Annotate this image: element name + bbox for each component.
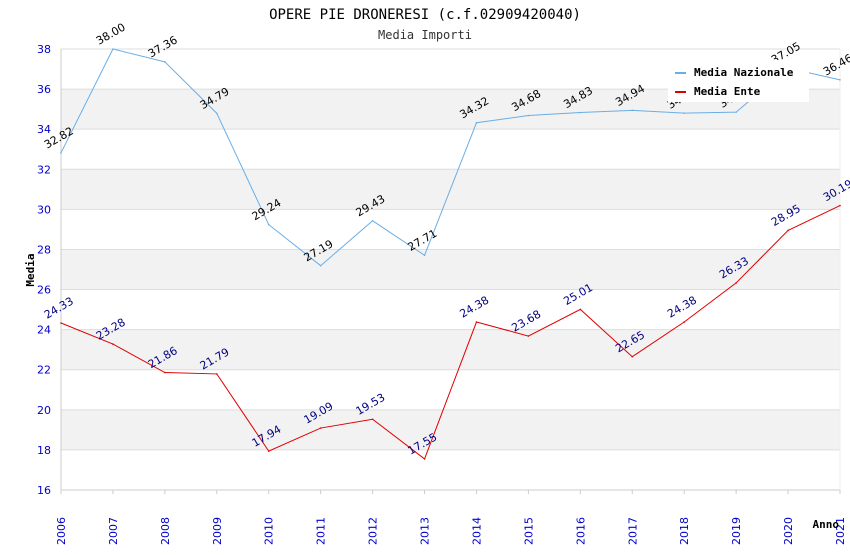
data-point [839, 204, 841, 207]
x-tick-label: 2007 [107, 517, 120, 545]
data-point [475, 321, 478, 323]
x-tick-label: 2018 [678, 517, 691, 545]
x-tick-label: 2016 [574, 517, 587, 545]
data-point [267, 450, 270, 452]
data-point [735, 111, 737, 113]
data-label: 24.38 [457, 294, 491, 321]
grid-bands [61, 89, 840, 450]
data-point [423, 458, 426, 460]
y-tick-label: 36 [37, 83, 51, 96]
data-point [839, 79, 841, 81]
y-tick-label: 16 [37, 484, 51, 497]
y-tick-label: 26 [37, 284, 51, 297]
x-tick-label: 2014 [470, 517, 483, 545]
y-tick-label: 22 [37, 364, 51, 377]
y-tick-label: 28 [37, 243, 51, 256]
data-label: 24.38 [665, 294, 699, 321]
grid-band [61, 249, 840, 290]
data-point [683, 112, 685, 114]
legend-label: Media Ente [694, 85, 761, 98]
y-tick-label: 32 [37, 163, 51, 176]
data-point [579, 111, 582, 114]
x-tick-label: 2012 [367, 517, 380, 545]
x-axis-label: Anno [813, 518, 840, 531]
y-axis-label: Media [24, 253, 37, 286]
data-point [683, 321, 685, 323]
data-point [60, 322, 62, 324]
data-point [631, 355, 634, 358]
x-tick-label: 2020 [782, 517, 795, 545]
legend-box [668, 60, 809, 102]
y-tick-labels: 16 18 20 22 24 26 28 30 32 34 36 38 [37, 43, 51, 497]
x-tick-label: 2009 [211, 517, 224, 545]
data-point [475, 121, 478, 124]
data-point [112, 48, 114, 50]
x-tick-label: 2008 [159, 517, 172, 545]
x-tick-label: 2013 [419, 517, 432, 545]
data-point [735, 282, 737, 284]
y-tick-label: 18 [37, 444, 51, 457]
data-point [371, 418, 374, 421]
data-point [371, 219, 374, 222]
data-point [579, 308, 582, 311]
data-label: 38.00 [94, 21, 128, 48]
data-point [527, 335, 530, 337]
data-point [216, 112, 218, 115]
x-tick-label: 2021 [834, 517, 847, 545]
x-tick-labels: 2006 2007 2008 2009 2010 2011 2012 2013 2014 2015… [55, 517, 847, 545]
data-point [60, 152, 62, 154]
y-tick-label: 34 [37, 123, 51, 136]
data-point [319, 264, 322, 267]
data-point [319, 427, 322, 429]
data-point [164, 61, 166, 63]
data-point [631, 109, 634, 112]
data-point [787, 229, 789, 232]
x-tick-label: 2006 [55, 517, 68, 545]
x-tick-label: 2015 [522, 517, 535, 545]
y-tick-label: 24 [37, 324, 51, 337]
grid-lines [61, 48, 840, 491]
data-point [164, 371, 166, 374]
series-lines [60, 48, 841, 460]
legend: Media Nazionale Media Ente [668, 60, 809, 102]
data-label: 24.33 [42, 295, 76, 322]
x-tick-label: 2019 [730, 517, 743, 545]
x-tick-label: 2010 [263, 517, 276, 545]
legend-label: Media Nazionale [694, 66, 794, 79]
data-point [423, 254, 426, 257]
data-point [527, 114, 530, 117]
series-line-media-ente [60, 205, 841, 460]
grid-band [61, 329, 840, 370]
data-point [112, 343, 114, 345]
chart-subtitle: Media Importi [378, 28, 472, 42]
data-label: 36.46 [821, 51, 850, 78]
y-tick-label: 20 [37, 404, 51, 417]
grid-band [61, 409, 840, 450]
x-tick-label: 2017 [626, 517, 639, 545]
data-point [267, 223, 270, 226]
chart-title: OPERE PIE DRONERESI (c.f.02909420040) [269, 7, 581, 23]
axes [60, 49, 841, 494]
y-tick-label: 38 [37, 43, 51, 56]
x-tick-label: 2011 [315, 517, 328, 545]
series-line-media-nazionale [60, 48, 841, 267]
y-tick-label: 30 [37, 203, 51, 216]
data-point [216, 373, 218, 375]
data-label: 37.36 [146, 33, 180, 60]
